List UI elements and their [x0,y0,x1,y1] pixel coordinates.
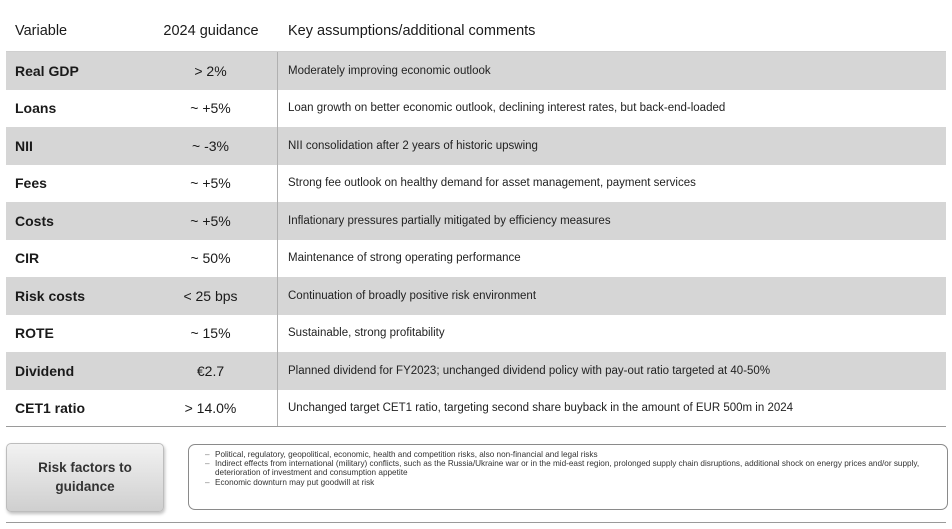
row-comment: Strong fee outlook on healthy demand for… [288,177,696,190]
row-comment: Unchanged target CET1 ratio, targeting s… [288,401,794,414]
list-item: – Indirect effects from international (mi… [205,459,937,477]
row-variable: ROTE [15,325,54,342]
row-variable: Real GDP [15,62,79,79]
row-guidance: ~ 15% [144,314,278,352]
header-variable: Variable [15,22,68,39]
risk-factors-box: – Political, regulatory, geopolitical, ec… [188,444,948,510]
row-comment: Maintenance of strong operating performa… [288,252,521,265]
row-variable: Loans [15,100,57,117]
header-guidance: 2024 guidance [163,22,259,39]
row-comment: Moderately improving economic outlook [288,64,491,77]
risk-factors-section: Risk factors to guidance – Political, reg… [6,440,948,522]
row-variable: CIR [15,250,40,267]
row-variable: Costs [15,212,54,229]
row-guidance: > 2% [144,52,278,90]
row-comment: Loan growth on better economic outlook, … [288,102,726,115]
row-guidance: ~ +5% [144,89,278,127]
table-row: CIR ~ 50% Maintenance of strong operatin… [6,239,946,277]
row-variable: Dividend [15,362,75,379]
row-variable: NII [15,137,33,154]
table-row: Risk costs < 25 bps Continuation of broa… [6,277,946,315]
risk-factors-list: – Political, regulatory, geopolitical, ec… [205,450,937,487]
bullet-dash: – [205,459,210,469]
row-variable: CET1 ratio [15,399,86,416]
table-row: Loans ~ +5% Loan growth on better econom… [6,89,946,127]
risk-item-text: Political, regulatory, geopolitical, eco… [215,450,598,459]
header-comments: Key assumptions/additional comments [288,22,536,39]
bullet-dash: – [205,477,210,487]
table-row: Costs ~ +5% Inflationary pressures parti… [6,202,946,240]
row-guidance: ~ -3% [144,127,278,165]
list-item: – Economic downturn may put goodwill at r… [205,478,937,487]
row-comment: Continuation of broadly positive risk en… [288,289,537,302]
table-row: Real GDP > 2% Moderately improving econo… [6,52,946,90]
table-row: Fees ~ +5% Strong fee outlook on healthy… [6,164,946,202]
row-guidance: < 25 bps [144,277,278,315]
row-comment: Planned dividend for FY2023; unchanged d… [288,364,771,377]
risk-item-text: Economic downturn may put goodwill at ri… [215,477,375,487]
table-row: NII ~ -3% NII consolidation after 2 year… [6,127,946,165]
row-guidance: ~ +5% [144,164,278,202]
table-row: CET1 ratio > 14.0% Unchanged target CET1… [6,389,946,427]
risk-item-text: Indirect effects from international (mil… [215,459,920,478]
row-comment: NII consolidation after 2 years of histo… [288,139,538,152]
table-header: Variable 2024 guidance Key assumptions/a… [6,10,946,52]
row-guidance: €2.7 [144,352,278,390]
row-guidance: ~ 50% [144,239,278,277]
row-comment: Sustainable, strong profitability [288,327,445,340]
table-row: Dividend €2.7 Planned dividend for FY202… [6,352,946,390]
list-item: – Political, regulatory, geopolitical, ec… [205,450,937,459]
row-comment: Inflationary pressures partially mitigat… [288,214,611,227]
divider [6,522,946,523]
bullet-dash: – [205,450,210,459]
row-variable: Fees [15,175,47,192]
row-guidance: > 14.0% [144,389,278,426]
row-variable: Risk costs [15,287,86,304]
risk-factors-button[interactable]: Risk factors to guidance [6,443,164,512]
table-row: ROTE ~ 15% Sustainable, strong profitabi… [6,314,946,352]
row-guidance: ~ +5% [144,202,278,240]
guidance-table: Variable 2024 guidance Key assumptions/a… [6,10,946,427]
